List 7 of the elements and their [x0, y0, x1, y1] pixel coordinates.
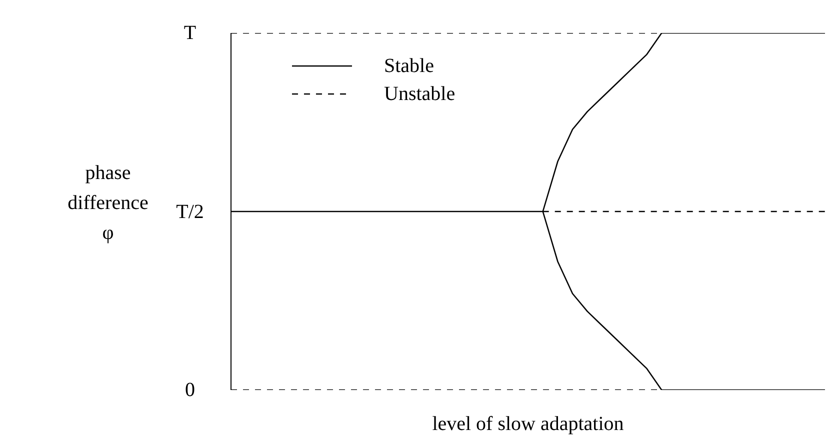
- text: T/2: [175, 200, 205, 224]
- y-axis-title: phase difference φ: [66, 161, 150, 246]
- legend-label: Stable: [384, 54, 434, 79]
- text: T: [182, 21, 198, 46]
- text: 0: [184, 378, 196, 403]
- legend-label: Unstable: [384, 82, 456, 107]
- x-axis-title: level of slow adaptation: [432, 413, 624, 435]
